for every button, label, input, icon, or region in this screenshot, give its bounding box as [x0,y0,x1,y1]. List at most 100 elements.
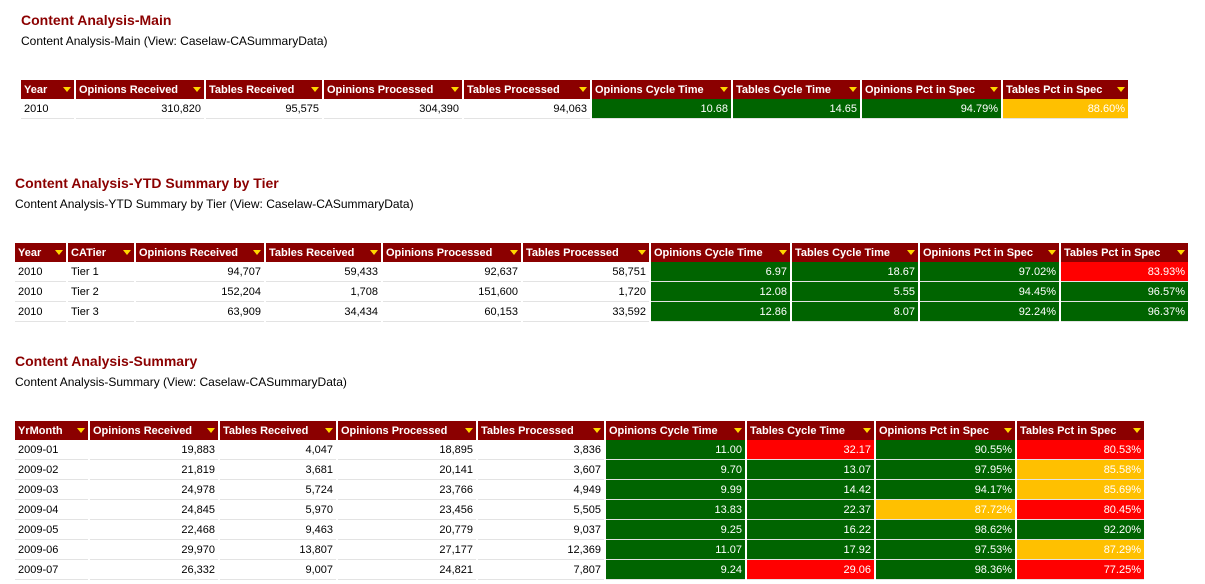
column-header-label: Tables Received [209,83,295,96]
cell-tables-received: 9,007 [219,559,338,580]
dropdown-arrow-icon[interactable] [325,428,333,433]
cell-catier: Tier 2 [67,281,136,302]
column-header-tables-processed[interactable]: Tables Processed [463,80,592,99]
column-header-yrmonth[interactable]: YrMonth [15,421,90,440]
column-header-opinions-processed[interactable]: Opinions Processed [323,80,464,99]
cell-tables-cycle-time: 13.07 [746,459,876,480]
column-header-catier[interactable]: CATier [67,243,136,262]
column-header-tables-cycle-time[interactable]: Tables Cycle Time [791,243,920,262]
cell-tables-processed: 58,751 [522,262,651,282]
dropdown-arrow-icon[interactable] [579,87,587,92]
dropdown-arrow-icon[interactable] [63,87,71,92]
cell-opinions-pct-in-spec: 94.79% [861,99,1003,119]
cell-tables-received: 59,433 [265,262,383,282]
dropdown-arrow-icon[interactable] [638,250,646,255]
column-header-label: Opinions Pct in Spec [879,424,990,437]
cell-tables-cycle-time: 16.22 [746,519,876,540]
dropdown-arrow-icon[interactable] [734,428,742,433]
column-header-tables-pct-in-spec[interactable]: Tables Pct in Spec [1060,243,1190,262]
dropdown-arrow-icon[interactable] [1048,250,1056,255]
column-header-opinions-pct-in-spec[interactable]: Opinions Pct in Spec [875,421,1017,440]
cell-opinions-cycle-time: 9.25 [605,519,747,540]
ytd-header-row: Year CATier Opinions Received Tables Receiv… [15,243,1190,262]
cell-opinions-received: 26,332 [89,559,220,580]
dropdown-arrow-icon[interactable] [779,250,787,255]
column-header-label: Opinions Pct in Spec [865,83,976,96]
column-header-tables-pct-in-spec[interactable]: Tables Pct in Spec [1002,80,1130,99]
column-header-tables-received[interactable]: Tables Received [205,80,324,99]
dropdown-arrow-icon[interactable] [311,87,319,92]
column-header-opinions-received[interactable]: Opinions Received [135,243,266,262]
dropdown-arrow-icon[interactable] [990,87,998,92]
cell-tables-processed: 94,063 [463,99,592,119]
cell-tables-pct-in-spec: 85.69% [1016,479,1146,500]
column-header-year[interactable]: Year [15,243,68,262]
column-header-opinions-cycle-time[interactable]: Opinions Cycle Time [605,421,747,440]
column-header-label: CATier [71,246,107,259]
column-header-tables-pct-in-spec[interactable]: Tables Pct in Spec [1016,421,1146,440]
column-header-opinions-processed[interactable]: Opinions Processed [382,243,523,262]
dropdown-arrow-icon[interactable] [465,428,473,433]
column-header-tables-cycle-time[interactable]: Tables Cycle Time [732,80,862,99]
column-header-label: Tables Processed [526,246,619,259]
cell-opinions-processed: 151,600 [382,281,523,302]
column-header-opinions-received[interactable]: Opinions Received [89,421,220,440]
cell-opinions-processed: 23,766 [337,479,478,500]
column-header-tables-processed[interactable]: Tables Processed [477,421,606,440]
cell-tables-received: 9,463 [219,519,338,540]
cell-tables-processed: 7,807 [477,559,606,580]
cell-opinions-received: 29,970 [89,539,220,560]
summary-table: YrMonth Opinions Received Tables Received O… [15,421,1146,580]
column-header-label: YrMonth [18,424,63,437]
cell-tables-cycle-time: 14.65 [732,99,862,119]
column-header-tables-processed[interactable]: Tables Processed [522,243,651,262]
table-row: 2010 Tier 2 152,204 1,708 151,600 1,720 12.08 5… [15,281,1190,302]
column-header-label: Opinions Processed [341,424,448,437]
ytd-section: Content Analysis-YTD Summary by Tier Con… [15,175,414,211]
dropdown-arrow-icon[interactable] [593,428,601,433]
dropdown-arrow-icon[interactable] [849,87,857,92]
summary-section: Content Analysis-Summary Content Analysi… [15,353,347,389]
summary-subtitle: Content Analysis-Summary (View: Caselaw-… [15,375,347,389]
column-header-opinions-cycle-time[interactable]: Opinions Cycle Time [591,80,733,99]
cell-tables-cycle-time: 29.06 [746,559,876,580]
column-header-opinions-received[interactable]: Opinions Received [75,80,206,99]
cell-tables-pct-in-spec: 92.20% [1016,519,1146,540]
column-header-label: Tables Pct in Spec [1064,246,1161,259]
cell-tables-cycle-time: 8.07 [791,301,920,322]
dropdown-arrow-icon[interactable] [207,428,215,433]
cell-tables-received: 34,434 [265,301,383,322]
cell-yrmonth: 2009-01 [15,440,90,460]
dropdown-arrow-icon[interactable] [863,428,871,433]
column-header-year[interactable]: Year [21,80,76,99]
table-row: 2010 Tier 1 94,707 59,433 92,637 58,751 6.97 18… [15,262,1190,282]
table-row: 2009-01 19,883 4,047 18,895 3,836 11.00 32.17 9… [15,440,1146,460]
dropdown-arrow-icon[interactable] [1133,428,1141,433]
dropdown-arrow-icon[interactable] [907,250,915,255]
ytd-table: Year CATier Opinions Received Tables Receiv… [15,243,1190,322]
dropdown-arrow-icon[interactable] [77,428,85,433]
column-header-tables-received[interactable]: Tables Received [265,243,383,262]
cell-opinions-cycle-time: 13.83 [605,499,747,520]
dropdown-arrow-icon[interactable] [370,250,378,255]
column-header-opinions-cycle-time[interactable]: Opinions Cycle Time [650,243,792,262]
dropdown-arrow-icon[interactable] [720,87,728,92]
dropdown-arrow-icon[interactable] [1004,428,1012,433]
column-header-opinions-pct-in-spec[interactable]: Opinions Pct in Spec [919,243,1061,262]
cell-opinions-received: 19,883 [89,440,220,460]
column-header-tables-received[interactable]: Tables Received [219,421,338,440]
dropdown-arrow-icon[interactable] [1177,250,1185,255]
column-header-label: Tables Processed [467,83,560,96]
dropdown-arrow-icon[interactable] [123,250,131,255]
dropdown-arrow-icon[interactable] [253,250,261,255]
dropdown-arrow-icon[interactable] [55,250,63,255]
dropdown-arrow-icon[interactable] [451,87,459,92]
dropdown-arrow-icon[interactable] [1117,87,1125,92]
dropdown-arrow-icon[interactable] [510,250,518,255]
column-header-opinions-processed[interactable]: Opinions Processed [337,421,478,440]
dropdown-arrow-icon[interactable] [193,87,201,92]
column-header-tables-cycle-time[interactable]: Tables Cycle Time [746,421,876,440]
column-header-opinions-pct-in-spec[interactable]: Opinions Pct in Spec [861,80,1003,99]
cell-opinions-received: 310,820 [75,99,206,119]
cell-opinions-cycle-time: 9.99 [605,479,747,500]
